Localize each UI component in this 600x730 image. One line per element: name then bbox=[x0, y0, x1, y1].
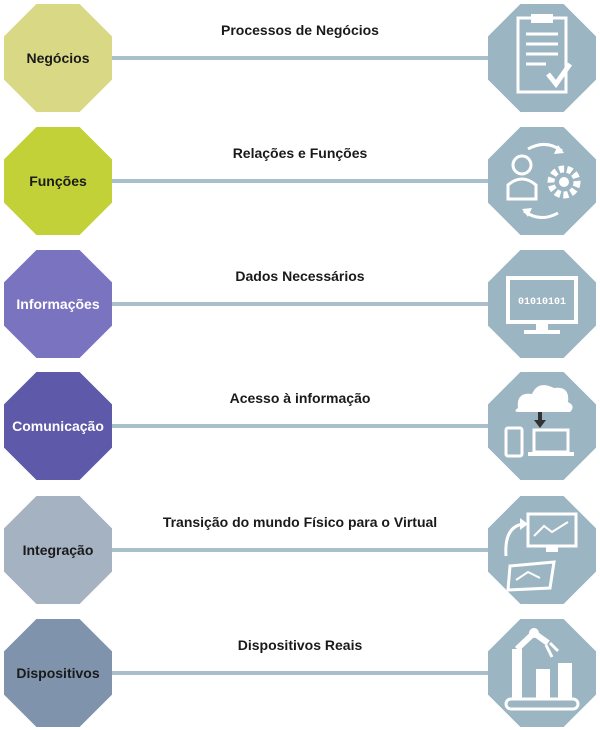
layer-label: Funções bbox=[29, 173, 87, 189]
monitor-binary-icon: 01010101 bbox=[506, 276, 578, 334]
layer-title: Transição do mundo Físico para o Virtual bbox=[162, 514, 438, 530]
layer-title: Dispositivos Reais bbox=[237, 637, 363, 653]
layer-label: Negócios bbox=[26, 50, 90, 66]
layer-row-negocios: Negócios Processos de Negócios bbox=[0, 4, 600, 114]
layer-label: Integração bbox=[22, 542, 94, 558]
layer-label: Informações bbox=[16, 296, 100, 312]
layer-label: Dispositivos bbox=[16, 665, 100, 681]
layer-row-informacoes: Informações Dados Necessários 01010101 bbox=[0, 250, 600, 360]
connector-line bbox=[112, 424, 488, 428]
layer-title: Dados Necessários bbox=[235, 268, 365, 284]
layer-label: Comunicação bbox=[12, 418, 104, 434]
layer-icon-badge bbox=[488, 372, 596, 480]
layer-badge-negocios: Negócios bbox=[4, 4, 112, 112]
layer-icon-badge bbox=[488, 496, 596, 604]
clipboard-check-icon bbox=[516, 14, 573, 94]
layer-badge-comunicacao: Comunicação bbox=[4, 372, 112, 480]
connector-line bbox=[112, 671, 488, 675]
connector-line bbox=[112, 548, 488, 552]
layer-icon-badge: 01010101 bbox=[488, 250, 596, 358]
connector-line bbox=[112, 56, 488, 60]
layer-row-funcoes: Funções Relações e Funções bbox=[0, 127, 600, 237]
layer-badge-dispositivos: Dispositivos bbox=[4, 619, 112, 727]
cloud-devices-icon bbox=[504, 385, 574, 458]
layer-title: Acesso à informação bbox=[229, 390, 371, 406]
layer-row-dispositivos: Dispositivos Dispositivos Reais bbox=[0, 619, 600, 729]
layer-badge-informacoes: Informações bbox=[4, 250, 112, 358]
layer-row-integracao: Integração Transição do mundo Físico par… bbox=[0, 496, 600, 606]
connector-line bbox=[112, 179, 488, 183]
layer-badge-funcoes: Funções bbox=[4, 127, 112, 235]
layer-icon-badge bbox=[488, 619, 596, 727]
layer-title: Processos de Negócios bbox=[221, 22, 379, 38]
connector-line bbox=[112, 302, 488, 306]
layer-title: Relações e Funções bbox=[232, 145, 368, 161]
physical-virtual-icon bbox=[504, 512, 578, 592]
layer-row-comunicacao: Comunicação Acesso à informação bbox=[0, 372, 600, 482]
monitor-binary-text: 01010101 bbox=[518, 297, 566, 308]
layer-icon-badge bbox=[488, 4, 596, 112]
layer-badge-integracao: Integração bbox=[4, 496, 112, 604]
robot-arm-icon bbox=[504, 628, 580, 711]
layer-icon-badge bbox=[488, 127, 596, 235]
person-gear-cycle-icon bbox=[506, 143, 581, 219]
